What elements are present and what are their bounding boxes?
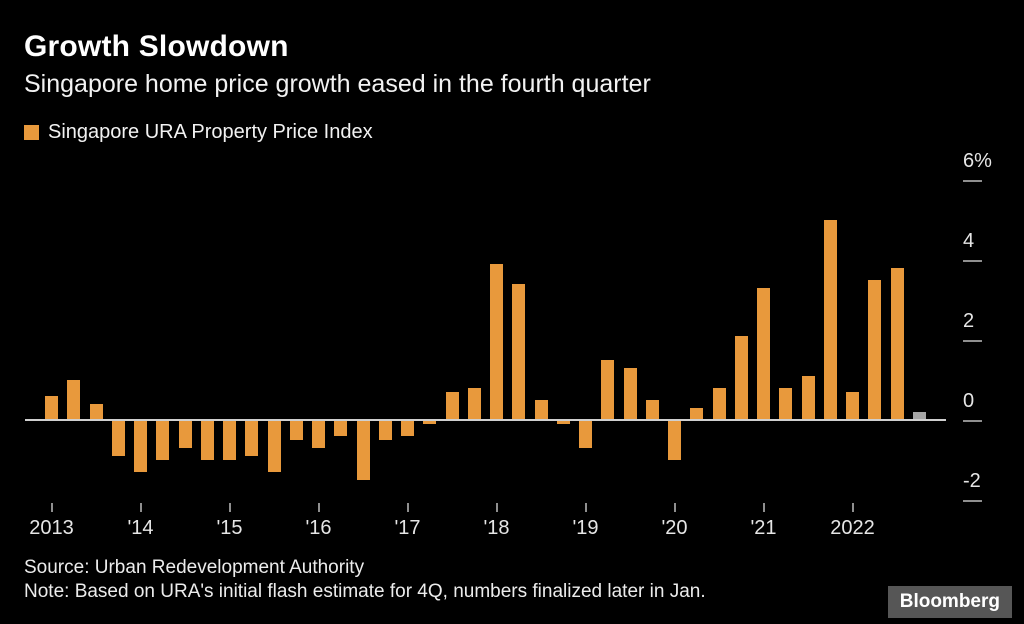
zero-baseline (25, 419, 946, 421)
x-axis-tick (495, 503, 498, 512)
x-axis-tick (317, 503, 320, 512)
bar-2019-q1 (579, 420, 592, 448)
bar-2014-q1 (134, 420, 147, 472)
bar-2020-q3 (712, 388, 726, 420)
bar-2022-q1 (846, 392, 859, 420)
bar-2018-q4 (556, 420, 570, 424)
y-axis-label: 4 (963, 230, 975, 252)
bloomberg-logo: Bloomberg (887, 586, 1012, 618)
note-text: Note: Based on URA's initial flash estim… (24, 581, 706, 602)
bar-2019-q4 (645, 400, 659, 420)
bar-2013-q4 (111, 420, 125, 456)
bar-2021-q3 (801, 376, 815, 420)
bar-2017-q3 (445, 392, 459, 420)
x-axis-tick (673, 503, 676, 512)
x-axis-label: '14 (127, 517, 154, 539)
bar-2021-q4 (823, 220, 837, 420)
bar-2017-q1 (401, 420, 414, 436)
bar-2022-q3 (890, 268, 904, 420)
bar-2013-q1 (45, 396, 58, 420)
legend-swatch-icon (24, 125, 39, 140)
x-axis-label: '15 (216, 517, 243, 539)
bar-2013-q2 (67, 380, 81, 420)
bar-2020-q1 (668, 420, 681, 460)
bar-2016-q3 (356, 420, 370, 480)
bar-2015-q1 (223, 420, 236, 460)
bar-2021-q2 (779, 388, 793, 420)
y-axis-tick (963, 500, 982, 502)
bar-2020-q4 (734, 336, 748, 420)
x-axis-tick (50, 503, 53, 512)
bar-2015-q3 (267, 420, 281, 472)
y-axis-tick (963, 340, 982, 342)
bar-2015-q2 (245, 420, 259, 456)
x-axis-tick (228, 503, 231, 512)
bar-2019-q2 (601, 360, 615, 420)
y-axis-tick (963, 260, 982, 262)
bar-2022-q2 (868, 280, 882, 420)
x-axis-tick (406, 503, 409, 512)
bar-2017-q2 (423, 420, 437, 424)
x-axis-label: '18 (483, 517, 510, 539)
bar-2018-q3 (534, 400, 548, 420)
bar-2021-q1 (757, 288, 770, 420)
chart-subtitle: Singapore home price growth eased in the… (24, 70, 651, 98)
x-axis-label: '20 (661, 517, 688, 539)
y-axis-tick (963, 420, 982, 422)
y-axis-label: -2 (963, 470, 981, 492)
bar-2019-q3 (623, 368, 637, 420)
x-axis-label: '19 (572, 517, 599, 539)
bar-2018-q2 (512, 284, 526, 420)
y-axis-tick (963, 180, 982, 182)
y-axis-label: 0 (963, 390, 975, 412)
x-axis-label: 2022 (830, 517, 875, 539)
x-axis-tick (584, 503, 587, 512)
bar-2016-q2 (334, 420, 348, 436)
x-axis-label: '16 (305, 517, 332, 539)
chart-title: Growth Slowdown (24, 30, 289, 63)
bar-2017-q4 (467, 388, 481, 420)
x-axis-label: '17 (394, 517, 421, 539)
bar-2020-q2 (690, 408, 704, 420)
legend-label: Singapore URA Property Price Index (48, 121, 373, 143)
x-axis-tick (762, 503, 765, 512)
bar-2014-q2 (156, 420, 170, 460)
bar-2013-q3 (89, 404, 103, 420)
legend: Singapore URA Property Price Index (24, 121, 373, 144)
bar-2015-q4 (289, 420, 303, 440)
y-axis-label: 2 (963, 310, 975, 332)
bar-2018-q1 (490, 264, 503, 420)
bar-2022-q4 (912, 412, 926, 420)
x-axis-label: '21 (750, 517, 777, 539)
x-axis-tick (851, 503, 854, 512)
x-axis-tick (139, 503, 142, 512)
bar-2014-q3 (178, 420, 192, 448)
bar-2014-q4 (200, 420, 214, 460)
bar-2016-q4 (378, 420, 392, 440)
source-text: Source: Urban Redevelopment Authority (24, 557, 365, 578)
y-axis-label: 6% (963, 150, 992, 172)
bar-2016-q1 (312, 420, 325, 448)
x-axis-label: 2013 (29, 517, 74, 539)
